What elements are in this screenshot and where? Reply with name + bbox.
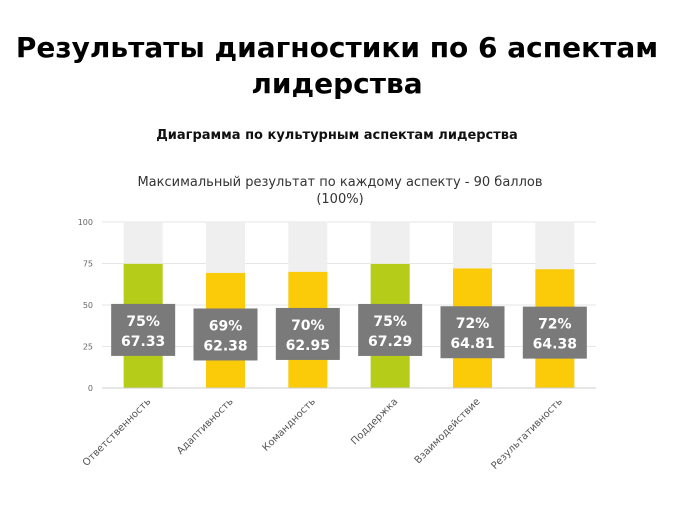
y-tick-label: 75	[83, 260, 93, 269]
page-title: Результаты диагностики по 6 аспектам лид…	[0, 30, 674, 102]
data-label-percent: 75%	[126, 314, 160, 330]
y-tick-label: 50	[83, 301, 93, 310]
chart-subtitle-line2: (100%)	[316, 192, 364, 207]
y-tick-label: 100	[78, 218, 93, 227]
y-tick-label: 25	[83, 343, 93, 352]
x-tick-label: Поддержка	[349, 396, 400, 447]
chart-title: Диаграмма по культурным аспектам лидерст…	[156, 128, 518, 143]
y-tick-label: 0	[88, 384, 93, 393]
data-label-score: 62.95	[286, 338, 330, 354]
page-title-line1: Результаты диагностики по 6 аспектам	[15, 31, 659, 64]
x-tick-label: Адаптивность	[175, 396, 236, 457]
data-label-score: 64.81	[450, 336, 494, 352]
x-tick-label: Ответственность	[81, 396, 153, 468]
data-label-percent: 72%	[456, 316, 490, 332]
data-label-percent: 69%	[209, 318, 243, 334]
x-tick-label: Результативность	[489, 396, 565, 472]
x-tick-label: Взаимодействие	[413, 396, 483, 466]
data-label-box	[193, 308, 258, 361]
chart-subtitle: Максимальный результат по каждому аспект…	[90, 174, 590, 208]
data-label-box	[111, 303, 176, 356]
data-label-score: 67.29	[368, 334, 412, 350]
data-label-percent: 75%	[373, 314, 407, 330]
bar-chart: 0 25 50 75 100 75% 67.33 Ответственность 69% 62.3…	[78, 218, 596, 472]
x-tick-label: Командность	[261, 396, 319, 454]
data-label-score: 64.38	[533, 337, 577, 353]
data-label-box	[522, 306, 587, 359]
chart-subtitle-line1: Максимальный результат по каждому аспект…	[137, 175, 543, 190]
data-label-box	[275, 307, 340, 360]
data-label-box	[440, 306, 505, 359]
data-label-score: 67.33	[121, 334, 165, 350]
data-label-percent: 72%	[538, 317, 572, 333]
data-label-box	[358, 303, 423, 356]
data-label-score: 62.38	[203, 338, 247, 354]
data-label-percent: 70%	[291, 318, 325, 334]
page-title-line2: лидерства	[251, 67, 423, 100]
